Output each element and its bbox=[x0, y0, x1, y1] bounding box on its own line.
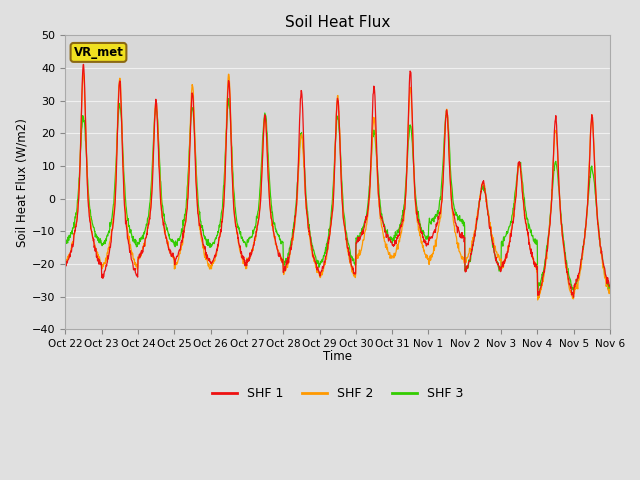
SHF 3 bbox=[570, 289, 577, 295]
SHF 2 bbox=[183, 207, 191, 213]
SHF 2 bbox=[493, 255, 501, 261]
SHF 3 bbox=[182, 197, 190, 203]
SHF 1 bbox=[80, 61, 88, 67]
Title: Soil Heat Flux: Soil Heat Flux bbox=[285, 15, 390, 30]
SHF 1 bbox=[170, 253, 177, 259]
Line: SHF 2: SHF 2 bbox=[65, 73, 610, 300]
Text: VR_met: VR_met bbox=[74, 46, 124, 59]
X-axis label: Time: Time bbox=[323, 350, 352, 363]
SHF 2 bbox=[422, 252, 430, 258]
Line: SHF 1: SHF 1 bbox=[65, 64, 610, 297]
Y-axis label: Soil Heat Flux (W/m2): Soil Heat Flux (W/m2) bbox=[15, 118, 28, 247]
SHF 3 bbox=[606, 285, 614, 291]
SHF 2 bbox=[606, 288, 614, 294]
SHF 1 bbox=[606, 283, 614, 288]
Legend: SHF 1, SHF 2, SHF 3: SHF 1, SHF 2, SHF 3 bbox=[207, 383, 468, 406]
SHF 3 bbox=[225, 96, 233, 101]
SHF 1 bbox=[570, 294, 577, 300]
Line: SHF 3: SHF 3 bbox=[65, 98, 610, 292]
SHF 3 bbox=[244, 239, 252, 244]
SHF 2 bbox=[170, 256, 177, 262]
SHF 1 bbox=[183, 207, 191, 213]
SHF 1 bbox=[542, 256, 550, 262]
SHF 3 bbox=[422, 234, 430, 240]
SHF 2 bbox=[534, 297, 541, 303]
SHF 1 bbox=[422, 243, 430, 249]
SHF 3 bbox=[170, 238, 177, 243]
SHF 1 bbox=[493, 262, 501, 267]
SHF 2 bbox=[79, 70, 87, 76]
SHF 3 bbox=[542, 256, 550, 262]
SHF 1 bbox=[244, 258, 252, 264]
SHF 2 bbox=[244, 258, 252, 264]
SHF 1 bbox=[61, 259, 69, 265]
SHF 2 bbox=[542, 257, 550, 263]
SHF 2 bbox=[61, 257, 69, 263]
SHF 3 bbox=[493, 261, 501, 266]
SHF 3 bbox=[61, 241, 69, 247]
